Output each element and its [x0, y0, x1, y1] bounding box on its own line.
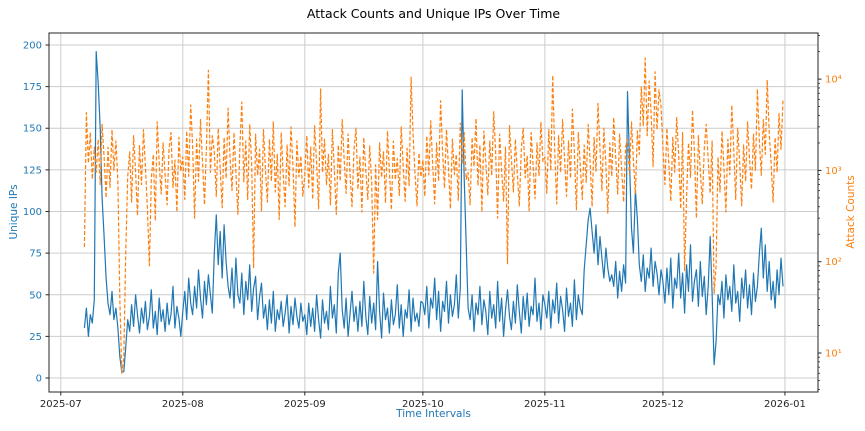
- x-axis-label: Time Intervals: [396, 408, 471, 420]
- x-tick-label: 2025-10: [402, 399, 444, 410]
- left-tick-label: 175: [23, 82, 42, 93]
- right-tick-label: 10⁴: [825, 75, 842, 86]
- attack-counts-line: [83, 57, 784, 374]
- left-tick-label: 125: [23, 165, 42, 176]
- left-tick-label: 25: [29, 332, 42, 343]
- chart-title: Attack Counts and Unique IPs Over Time: [306, 6, 561, 21]
- x-tick-label: 2025-11: [524, 399, 566, 410]
- left-tick-label: 0: [36, 374, 42, 385]
- right-tick-label: 10³: [825, 166, 842, 177]
- right-tick-label: 10²: [825, 257, 842, 268]
- left-tick-label: 75: [29, 249, 42, 260]
- x-tick-label: 2025-12: [642, 399, 684, 410]
- left-tick-label: 200: [23, 40, 42, 51]
- right-tick-label: 10¹: [825, 349, 842, 360]
- plot-border: [48, 32, 819, 393]
- x-tick-label: 2025-09: [284, 399, 326, 410]
- x-tick-label: 2025-07: [40, 399, 82, 410]
- x-tick-label: 2025-08: [162, 399, 204, 410]
- left-tick-label: 150: [23, 124, 42, 135]
- unique-ips-line: [83, 50, 784, 373]
- x-tick-label: 2026-01: [764, 399, 806, 410]
- left-tick-label: 100: [23, 207, 42, 218]
- left-tick-label: 50: [29, 290, 42, 301]
